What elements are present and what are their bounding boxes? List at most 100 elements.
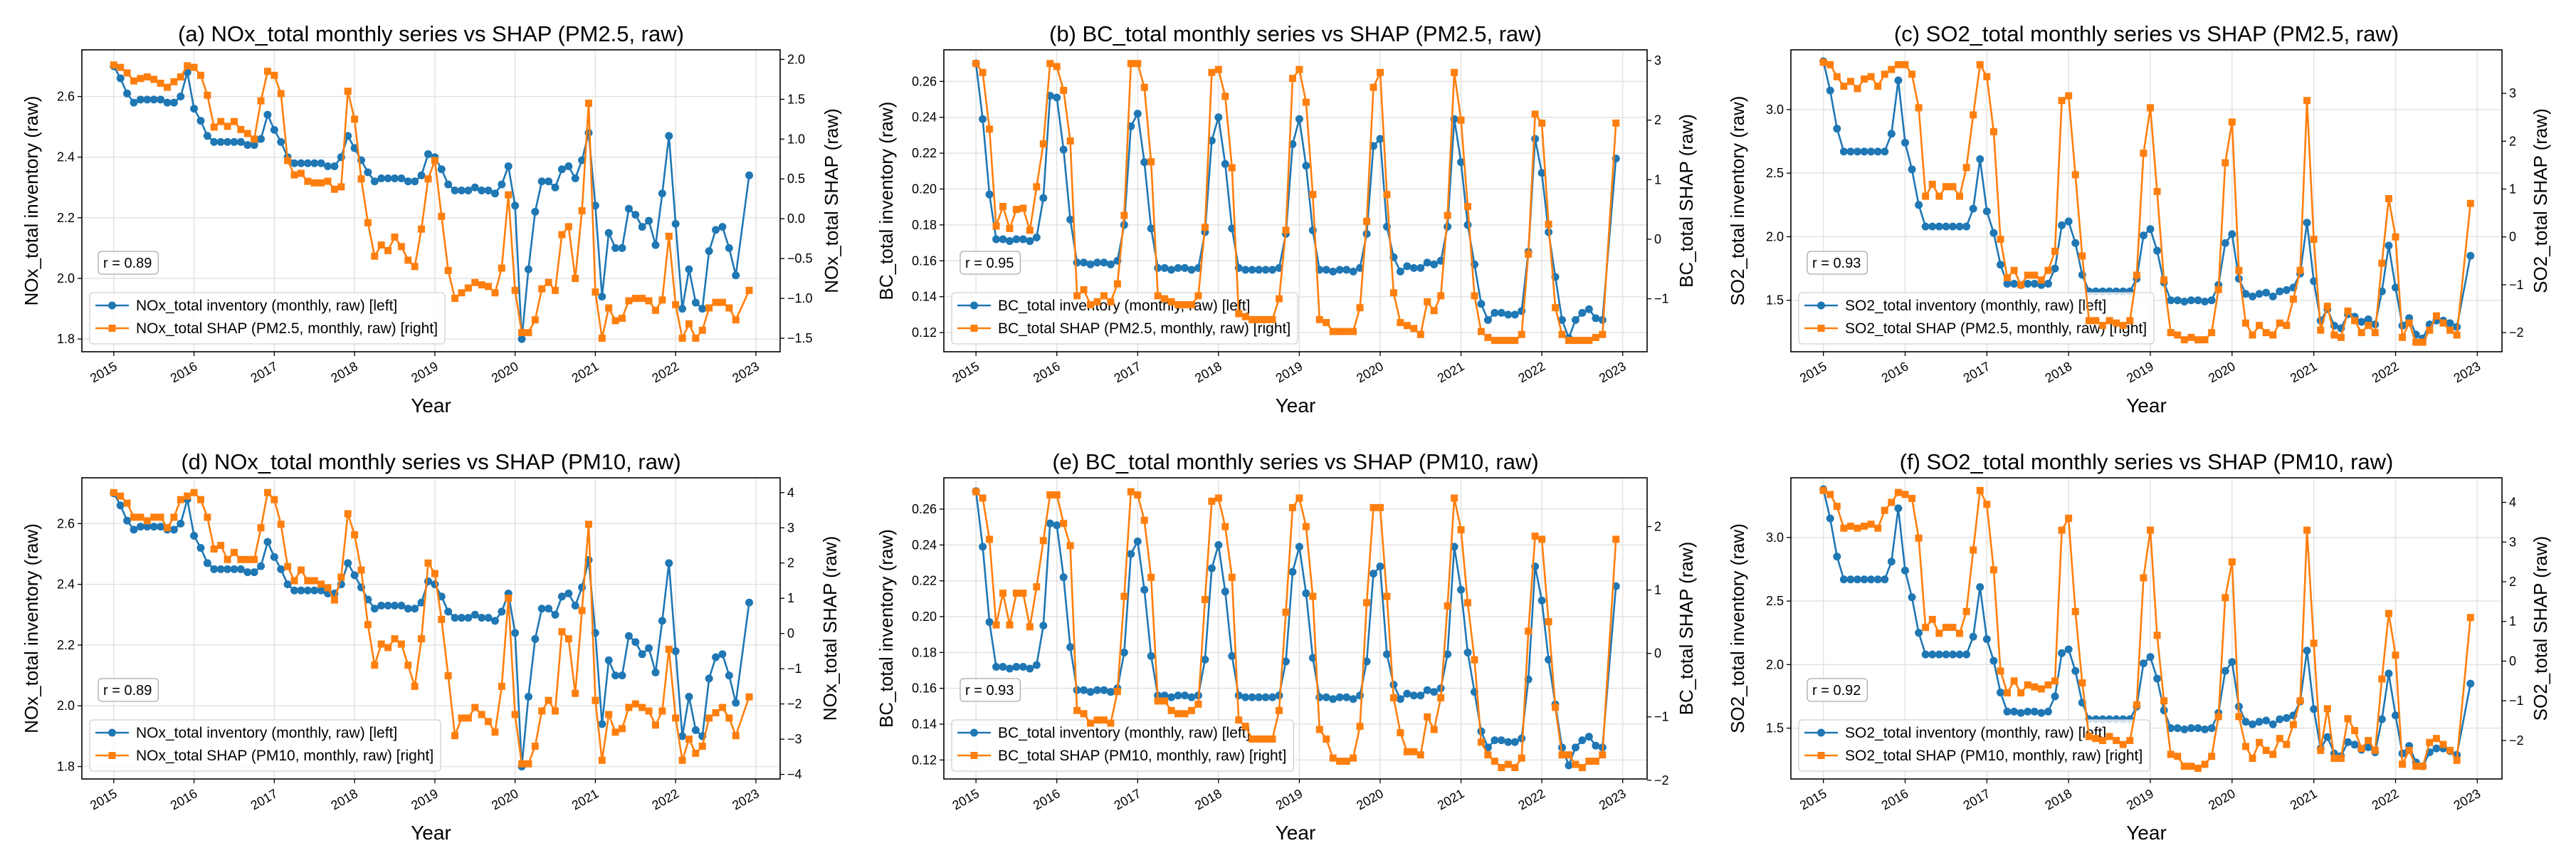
data-point xyxy=(1276,295,1283,303)
data-point xyxy=(458,289,466,297)
x-tick-label: 2022 xyxy=(649,786,681,812)
data-point xyxy=(524,265,532,273)
data-point xyxy=(2208,329,2216,337)
data-point xyxy=(1531,110,1539,118)
data-point xyxy=(1315,315,1323,323)
data-point xyxy=(665,559,673,568)
data-point xyxy=(678,756,686,764)
data-point xyxy=(184,62,191,70)
data-point xyxy=(1471,292,1478,300)
data-point xyxy=(1336,758,1344,765)
series-inventory xyxy=(972,59,1620,342)
data-point xyxy=(1053,93,1061,102)
data-point xyxy=(1086,260,1095,268)
data-point xyxy=(1147,224,1155,233)
data-point xyxy=(1901,566,1909,575)
data-point xyxy=(1342,328,1350,335)
data-point xyxy=(2024,271,2031,279)
data-point xyxy=(1928,222,1937,231)
data-point xyxy=(564,589,573,597)
data-point xyxy=(2180,336,2188,344)
legend-label: NOx_total inventory (monthly, raw) [left… xyxy=(136,298,397,314)
data-point xyxy=(1026,623,1034,631)
data-point xyxy=(344,88,352,95)
data-point xyxy=(243,141,252,150)
data-point xyxy=(645,297,653,305)
legend-marker xyxy=(1817,752,1825,759)
data-point xyxy=(263,110,272,119)
data-point xyxy=(2282,713,2291,722)
data-point xyxy=(2228,658,2236,666)
data-point xyxy=(1888,498,1896,506)
data-point xyxy=(1383,592,1391,600)
data-point xyxy=(169,98,178,107)
data-point xyxy=(177,93,185,101)
data-point xyxy=(237,555,245,563)
legend-item: BC_total SHAP (PM2.5, monthly, raw) [rig… xyxy=(957,320,1290,337)
data-point xyxy=(2323,303,2331,310)
data-point xyxy=(1356,723,1364,731)
data-point xyxy=(2010,677,2018,685)
y-tick-label-left: 0.14 xyxy=(912,290,937,304)
legend-box xyxy=(89,292,446,345)
data-point xyxy=(611,671,620,680)
data-point xyxy=(979,115,987,123)
data-point xyxy=(224,555,231,563)
data-point xyxy=(1039,537,1047,545)
data-point xyxy=(391,233,399,241)
data-point xyxy=(1887,130,1896,138)
data-point xyxy=(1962,164,1970,172)
y-tick-label-right: 4 xyxy=(2509,496,2516,510)
data-point xyxy=(598,334,606,342)
data-point xyxy=(1819,486,1827,494)
data-point xyxy=(1901,61,1909,68)
data-point xyxy=(357,566,365,574)
data-point xyxy=(478,281,485,289)
legend: BC_total inventory (monthly, raw) [left]… xyxy=(951,719,1295,772)
chart-title: (b) BC_total monthly series vs SHAP (PM2… xyxy=(1049,21,1542,46)
y-tick-label-left: 0.26 xyxy=(912,502,937,516)
data-point xyxy=(725,671,733,680)
data-point xyxy=(972,60,980,68)
data-point xyxy=(511,711,519,718)
data-point xyxy=(598,293,606,301)
data-point xyxy=(1397,319,1404,327)
data-point xyxy=(2228,118,2236,126)
data-point xyxy=(277,137,285,146)
correlation-annotation: r = 0.93 xyxy=(960,678,1021,702)
data-point xyxy=(611,728,619,736)
data-point xyxy=(2269,720,2277,728)
x-tick-label: 2018 xyxy=(2042,786,2074,812)
x-tick-label: 2018 xyxy=(1192,359,1224,385)
y-tick-label-right: 0.0 xyxy=(787,211,805,226)
data-point xyxy=(999,590,1006,597)
y-tick-label-left: 2.2 xyxy=(57,211,75,225)
y-tick-label-left: 2.0 xyxy=(1766,657,1784,671)
data-point xyxy=(631,295,639,303)
data-point xyxy=(1066,643,1075,652)
data-point xyxy=(417,171,426,179)
y-tick-label-left: 2.0 xyxy=(57,699,75,713)
data-point xyxy=(411,177,419,186)
data-point xyxy=(203,132,211,140)
data-point xyxy=(263,68,271,75)
data-point xyxy=(551,183,559,192)
data-point xyxy=(1080,710,1088,718)
data-point xyxy=(624,204,633,213)
data-point xyxy=(1504,337,1512,345)
y-tick-label-left: 2.6 xyxy=(57,516,75,530)
data-point xyxy=(992,621,1000,629)
data-point xyxy=(1019,204,1027,212)
y-axis-label-right: NOx_total SHAP (raw) xyxy=(819,536,841,721)
data-point xyxy=(658,296,666,304)
legend-label: BC_total inventory (monthly, raw) [left] xyxy=(998,725,1250,741)
data-point xyxy=(1221,523,1229,530)
annotation-box xyxy=(960,251,1021,275)
data-point xyxy=(1053,63,1061,70)
data-point xyxy=(672,714,680,722)
data-point xyxy=(1989,657,1998,665)
data-point xyxy=(2228,230,2236,239)
data-point xyxy=(1853,575,1861,584)
data-point xyxy=(557,165,566,174)
data-point xyxy=(431,157,438,164)
